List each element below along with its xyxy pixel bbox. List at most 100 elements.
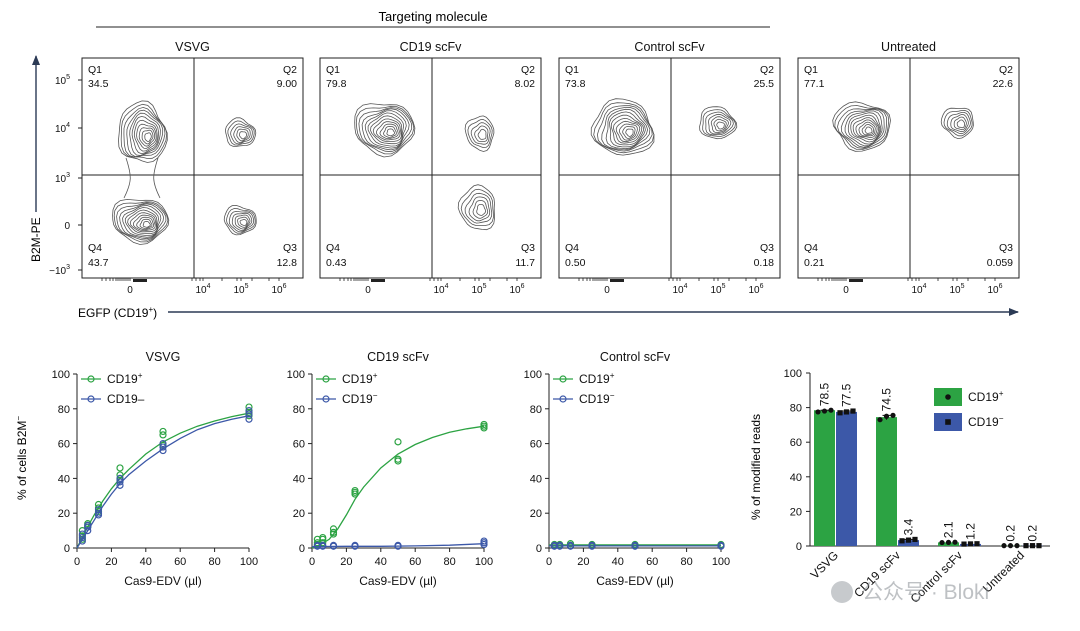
contour-line — [855, 119, 878, 138]
bar-legend-entry: CD19+ — [934, 388, 1004, 406]
legend-label-sup: + — [610, 371, 615, 380]
contour-line — [116, 202, 167, 241]
data-point — [78, 537, 86, 545]
flow-x-tick-base: 10 — [987, 285, 999, 296]
line-y-tick-label: 0 — [299, 543, 305, 555]
contour-line — [702, 109, 736, 137]
flow-panel-frame — [319, 57, 542, 279]
flow-x-tick-label: 104 — [433, 283, 448, 296]
contour-line — [122, 205, 162, 238]
legend-entry: CD19− — [316, 391, 378, 406]
series-line-cd19 — [76, 412, 250, 549]
legend-entry: CD19– — [81, 392, 145, 406]
data-point — [566, 541, 575, 549]
legend-marker — [945, 419, 951, 425]
bar-value-label: 78.5 — [818, 383, 832, 407]
data-point — [116, 478, 124, 486]
line-x-tick-label: 80 — [680, 556, 692, 568]
contour-line — [847, 112, 882, 145]
contour-line — [950, 113, 969, 133]
data-point — [116, 464, 124, 472]
quadrant-value-q1: 79.8 — [326, 78, 347, 90]
legend-marker — [559, 375, 567, 383]
legend-marker — [87, 395, 95, 403]
line-y-tick-label: 20 — [58, 508, 70, 520]
line-y-tick-label: 40 — [58, 473, 70, 485]
quadrant-label-q2: Q2 — [521, 64, 535, 76]
contour-line — [946, 112, 971, 135]
flow-x-tick-base: 10 — [433, 285, 445, 296]
contour-line — [852, 117, 880, 140]
data-point — [351, 541, 359, 549]
bar — [898, 540, 919, 546]
flow-x-tick-label: 105 — [471, 283, 486, 296]
contour-line — [230, 123, 253, 145]
flow-x-tick-base: 0 — [843, 285, 849, 296]
flow-x-tick-label: 0 — [604, 285, 610, 296]
flow-cytometry-figure: Targeting molecule B2M-PE EGFP (CD19+) 1… — [29, 9, 1020, 320]
quadrant-value-q3: 12.8 — [277, 257, 298, 269]
contour-line — [239, 219, 248, 227]
data-point — [394, 541, 402, 549]
contour-line — [144, 132, 152, 143]
flow-x-tick-exp: 4 — [445, 283, 449, 290]
contour-line — [355, 105, 415, 155]
data-point — [245, 406, 253, 415]
contour-line — [126, 109, 164, 158]
flow-x-tick-label: 105 — [949, 283, 964, 296]
line-y-tick-label: 100 — [52, 369, 70, 381]
flow-x-tick-base: 10 — [271, 285, 283, 296]
line-panel-control-scfv: Control scFv 0 20 40 60 80 100 0 20 40 60 80 100 Cas9… — [524, 350, 731, 588]
data-point — [116, 471, 124, 479]
targeting-molecule-header: Targeting molecule — [378, 9, 487, 24]
legend-entry: CD19+ — [81, 371, 143, 386]
contour-line — [131, 115, 159, 155]
svg-text:B2M-PE: B2M-PE — [29, 217, 43, 262]
contour-line — [120, 103, 168, 159]
data-point — [815, 409, 821, 415]
line-x-tick-label: 40 — [375, 556, 387, 568]
flow-y-tick-base: 10 — [55, 174, 67, 185]
flow-x-tick-label: 106 — [271, 283, 286, 296]
line-x-axis-label: Cas9-EDV (µl) — [124, 574, 202, 588]
legend-label-sup: + — [138, 371, 143, 380]
quadrant-value-q4: 0.21 — [804, 257, 825, 269]
flow-x-tick-exp: 6 — [999, 283, 1003, 290]
contour-line — [943, 109, 973, 137]
data-point — [883, 413, 890, 419]
contour-line — [861, 123, 874, 136]
flow-y-tick-base: 10 — [55, 76, 67, 87]
legend-label: CD19− — [342, 391, 378, 406]
quadrant-value-q4: 0.50 — [565, 257, 586, 269]
flow-x-tick-label: 0 — [127, 285, 133, 296]
contour-line — [118, 100, 168, 163]
flow-x-tick-base: 10 — [911, 285, 923, 296]
watermark-text: 公众号 · Bloki — [862, 581, 989, 604]
contour-line — [858, 121, 876, 137]
data-point — [116, 481, 124, 489]
data-point — [821, 408, 828, 414]
data-point — [717, 541, 725, 549]
svg-text:% of cells B2M−: % of cells B2M− — [14, 416, 29, 500]
data-point — [116, 474, 124, 483]
contour-line — [136, 216, 155, 230]
data-point — [890, 412, 896, 418]
contour-line — [618, 123, 638, 141]
contour-line — [850, 114, 881, 143]
flow-panel-frame — [81, 57, 304, 279]
contour-line — [227, 120, 255, 146]
data-point — [159, 443, 167, 451]
contour-line — [625, 128, 634, 137]
contour-line — [940, 107, 974, 140]
bar-value-label: 1.2 — [964, 523, 978, 540]
line-x-tick-label: 40 — [140, 556, 152, 568]
line-y-tick-label: 60 — [58, 439, 70, 451]
data-point — [394, 438, 402, 446]
contour-line — [615, 120, 641, 143]
line-x-tick-label: 20 — [577, 556, 589, 568]
legend-marker — [945, 394, 951, 400]
